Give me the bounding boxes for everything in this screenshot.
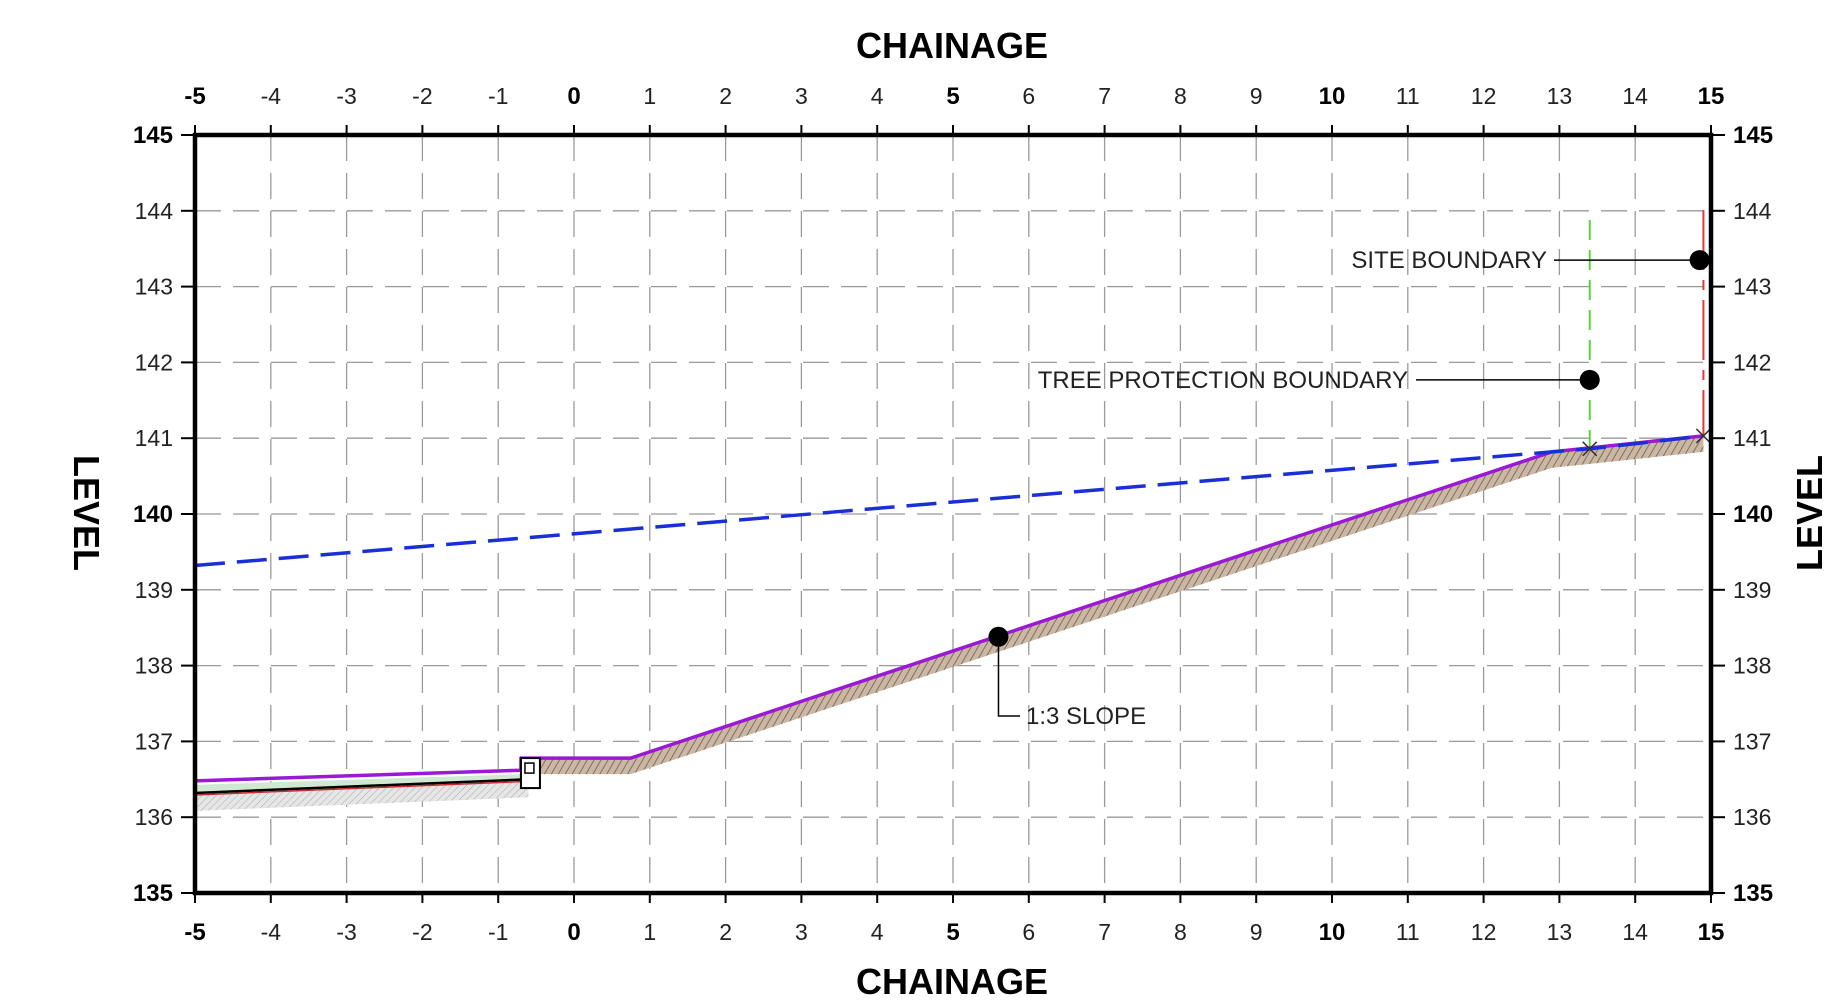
x-tick-label-bottom: 6 bbox=[1022, 919, 1035, 945]
x-tick-label-bottom: 3 bbox=[795, 919, 808, 945]
y-tick-label-right: 142 bbox=[1733, 349, 1771, 375]
x-tick-label-bottom: 7 bbox=[1098, 919, 1111, 945]
slope-marker bbox=[988, 626, 1009, 647]
y-tick-label-left: 138 bbox=[135, 653, 173, 679]
y-tick-label-right: 144 bbox=[1733, 198, 1772, 224]
y-tick-label-right: 139 bbox=[1733, 577, 1771, 603]
x-tick-label-top: 2 bbox=[719, 83, 732, 109]
lower-surface-line bbox=[194, 778, 529, 795]
x-tick-label-bottom: 1 bbox=[643, 919, 656, 945]
x-tick-label-top: 6 bbox=[1022, 83, 1035, 109]
tree-protection-label: TREE PROTECTION BOUNDARY bbox=[1038, 367, 1408, 394]
subbase-hatch-band bbox=[195, 779, 529, 811]
y-tick-label-right: 136 bbox=[1733, 804, 1771, 830]
y-tick-label-left: 144 bbox=[135, 198, 174, 224]
x-tick-label-top: 14 bbox=[1622, 83, 1648, 109]
y-tick-label-right: 135 bbox=[1733, 880, 1773, 907]
x-tick-label-bottom: 14 bbox=[1622, 919, 1648, 945]
x-tick-label-top: 1 bbox=[643, 83, 656, 109]
x-tick-label-bottom: 2 bbox=[719, 919, 732, 945]
intersection-cross bbox=[1695, 428, 1711, 444]
x-tick-label-top: 7 bbox=[1098, 83, 1111, 109]
x-tick-label-top: -3 bbox=[336, 83, 356, 109]
x-tick-label-top: 15 bbox=[1698, 83, 1725, 110]
x-tick-label-top: -1 bbox=[488, 83, 508, 109]
lower-surface-red-line bbox=[194, 780, 529, 796]
x-tick-label-bottom: 15 bbox=[1698, 919, 1725, 946]
x-tick-label-bottom: 9 bbox=[1250, 919, 1263, 945]
x-tick-label-bottom: -2 bbox=[412, 919, 432, 945]
x-tick-label-bottom: 11 bbox=[1396, 919, 1420, 945]
x-tick-label-bottom: 12 bbox=[1471, 919, 1497, 945]
ground-hatch bbox=[195, 435, 1704, 811]
kerb-inner bbox=[524, 762, 535, 774]
x-tick-label-bottom: -1 bbox=[488, 919, 508, 945]
existing-ground-line bbox=[194, 434, 1704, 568]
y-tick-label-right: 145 bbox=[1733, 122, 1773, 149]
site-boundary-label: SITE BOUNDARY bbox=[1351, 247, 1547, 274]
x-tick-label-top: 13 bbox=[1547, 83, 1573, 109]
y-tick-label-right: 137 bbox=[1733, 728, 1771, 754]
x-tick-label-top: 3 bbox=[795, 83, 808, 109]
x-tick-label-top: 8 bbox=[1174, 83, 1187, 109]
y-tick-label-left: 136 bbox=[135, 804, 173, 830]
x-tick-label-top: 10 bbox=[1319, 83, 1346, 110]
y-tick-label-left: 143 bbox=[135, 274, 173, 300]
x-tick-label-bottom: 4 bbox=[871, 919, 884, 945]
x-tick-label-top: 12 bbox=[1471, 83, 1497, 109]
slope-label: 1:3 SLOPE bbox=[1026, 703, 1146, 730]
x-tick-label-top: 11 bbox=[1396, 83, 1420, 109]
x-tick-label-bottom: -5 bbox=[184, 919, 205, 946]
x-tick-label-bottom: 13 bbox=[1547, 919, 1573, 945]
y-tick-label-right: 138 bbox=[1733, 653, 1771, 679]
x-tick-label-top: 9 bbox=[1250, 83, 1263, 109]
x-tick-label-bottom: -3 bbox=[336, 919, 356, 945]
y-tick-label-left: 139 bbox=[135, 577, 173, 603]
soil-hatch-band bbox=[520, 435, 1704, 775]
x-tick-label-top: 4 bbox=[871, 83, 884, 109]
intersection-cross bbox=[1582, 441, 1598, 457]
x-axis-title-bottom: CHAINAGE bbox=[856, 961, 1048, 1002]
x-tick-label-bottom: 0 bbox=[567, 919, 580, 946]
y-tick-label-left: 142 bbox=[135, 349, 173, 375]
profiles bbox=[194, 210, 1711, 796]
y-axis-title-right: LEVEL bbox=[1789, 455, 1825, 571]
site-boundary-marker bbox=[1689, 250, 1710, 271]
x-tick-label-bottom: 5 bbox=[946, 919, 959, 946]
y-tick-label-right: 141 bbox=[1733, 425, 1771, 451]
y-tick-label-right: 143 bbox=[1733, 274, 1771, 300]
annotations: SITE BOUNDARY TREE PROTECTION BOUNDARY 1… bbox=[1026, 247, 1547, 730]
x-tick-label-bottom: -4 bbox=[261, 919, 282, 945]
axis-ticks: -5-5-4-4-3-3-2-2-1-100112233445566778899… bbox=[133, 83, 1773, 946]
y-axis-title-left: LEVEL bbox=[66, 455, 107, 571]
x-tick-label-top: -2 bbox=[412, 83, 432, 109]
x-tick-label-bottom: 10 bbox=[1319, 919, 1346, 946]
y-tick-label-left: 137 bbox=[135, 728, 173, 754]
surfacing-fill bbox=[195, 774, 529, 793]
x-axis-title-top: CHAINAGE bbox=[856, 25, 1048, 66]
y-tick-label-left: 135 bbox=[133, 880, 173, 907]
x-tick-label-top: -5 bbox=[184, 83, 205, 110]
y-tick-label-left: 141 bbox=[135, 425, 173, 451]
x-tick-label-top: -4 bbox=[261, 83, 282, 109]
x-tick-label-top: 0 bbox=[567, 83, 580, 110]
tree-protection-marker bbox=[1579, 369, 1600, 390]
x-tick-label-bottom: 8 bbox=[1174, 919, 1187, 945]
y-tick-label-left: 140 bbox=[133, 501, 173, 528]
grid bbox=[195, 135, 1711, 893]
y-tick-label-left: 145 bbox=[133, 122, 173, 149]
slope-leader bbox=[997, 636, 1020, 717]
y-tick-label-right: 140 bbox=[1733, 501, 1773, 528]
x-tick-label-top: 5 bbox=[946, 83, 959, 110]
